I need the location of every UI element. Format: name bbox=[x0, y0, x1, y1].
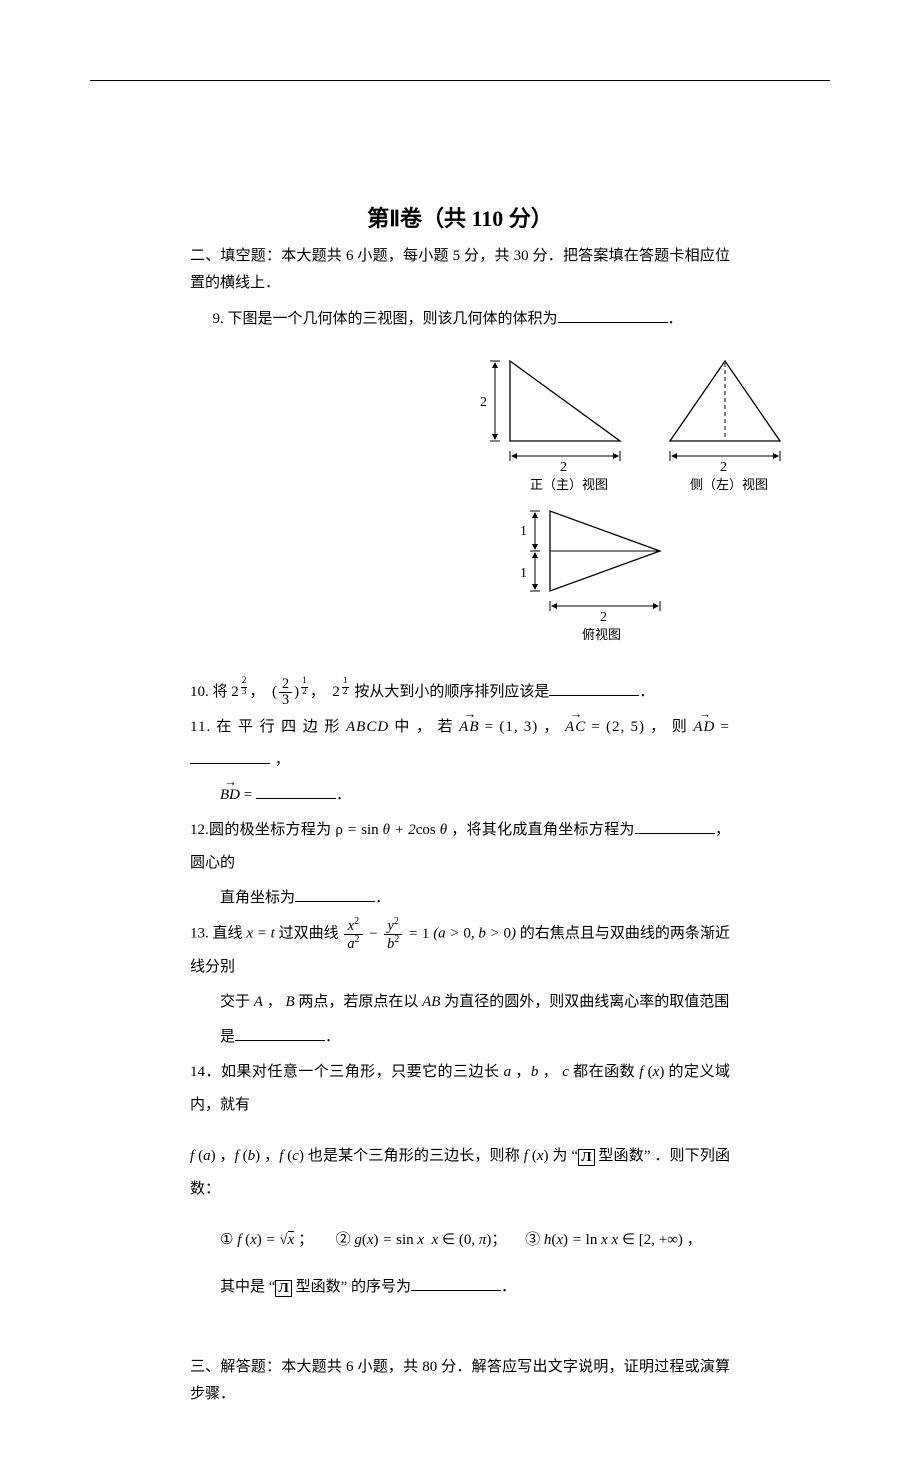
question-13: 13. 直线 x = t 过双曲线 x2a2 − y2b2 = 1 (a > 0… bbox=[190, 917, 730, 984]
q11-shape: ABCD bbox=[346, 719, 389, 735]
q14-label: 14． bbox=[190, 1064, 221, 1080]
q9-top-svg: 1 1 2 俯视图 bbox=[500, 496, 700, 656]
vec-BD: BD bbox=[220, 779, 240, 812]
q13-line-eq: x = t bbox=[246, 926, 274, 942]
front-caption: 正（主）视图 bbox=[530, 477, 608, 492]
q10-expr3: 212 bbox=[332, 684, 350, 700]
pi-box-1: Л bbox=[578, 1149, 594, 1166]
pi-box-2: Л bbox=[275, 1280, 291, 1297]
q9-figure: 2 2 正（主）视图 2 侧（左）视图 bbox=[470, 346, 730, 656]
question-9: 9. 下图是一个几何体的三视图，则该几何体的体积为 ． bbox=[190, 303, 730, 336]
question-12: 12.圆的极坐标方程为 ρ = sin θ + 2cos θ ，将其化成直角坐标… bbox=[190, 814, 730, 880]
q13-blank bbox=[235, 1025, 325, 1041]
question-13-line2: 交于 A ， B 两点，若原点在以 AB 为直径的圆外，则双曲线离心率的取值范围 bbox=[190, 986, 730, 1019]
q9-front-side-svg: 2 2 正（主）视图 2 侧（左）视图 bbox=[470, 346, 800, 496]
q10-expr2: (23)12 bbox=[272, 684, 310, 700]
q10-before: 将 bbox=[209, 684, 232, 700]
q9-text: 下图是一个几何体的三视图，则该几何体的体积为 bbox=[224, 311, 558, 327]
q11-blank2 bbox=[256, 783, 336, 799]
question-11-line2: BD = ． bbox=[190, 779, 730, 812]
svg-text:2: 2 bbox=[560, 460, 567, 475]
q10-sep2: ， bbox=[310, 684, 325, 700]
side-caption: 侧（左）视图 bbox=[690, 477, 768, 492]
question-13-line3: 是． bbox=[190, 1021, 730, 1054]
q12-eq: ρ = sin θ + 2cos θ bbox=[335, 822, 447, 838]
q11-lead: 在 平 行 四 边 形 bbox=[211, 719, 346, 735]
question-12-line2: 直角坐标为． bbox=[190, 882, 730, 915]
vec-AB: AB bbox=[459, 711, 479, 744]
q11-label: 11. bbox=[190, 719, 211, 735]
q9-label: 9. bbox=[213, 311, 224, 327]
page-content: 第Ⅱ卷（共 110 分） 二、填空题：本大题共 6 小题，每小题 5 分，共 3… bbox=[90, 80, 830, 1474]
valAB: (1, 3) bbox=[499, 719, 538, 735]
svg-text:2: 2 bbox=[600, 610, 607, 625]
section-title: 第Ⅱ卷（共 110 分） bbox=[190, 201, 730, 233]
q10-label: 10. bbox=[190, 684, 209, 700]
q13-hyperbola: x2a2 − y2b2 = 1 bbox=[342, 926, 429, 942]
section3-instructions: 三、解答题：本大题共 6 小题，共 80 分．解答应写出文字说明，证明过程或演算… bbox=[190, 1354, 730, 1408]
q13-label: 13. bbox=[190, 926, 209, 942]
svg-text:1: 1 bbox=[520, 566, 527, 581]
q12-blank2 bbox=[295, 886, 375, 902]
top-caption: 俯视图 bbox=[582, 627, 621, 642]
valAC: (2, 5) bbox=[606, 719, 645, 735]
q13-cond: (a > 0, b > 0) bbox=[433, 926, 516, 942]
question-14-line2: f (a) ，f (b) ，f (c) 也是某个三角形的三边长，则称 f (x)… bbox=[190, 1140, 730, 1206]
q9-after: ． bbox=[668, 311, 683, 327]
q10-mid: 按从大到小的顺序排列应该是 bbox=[354, 684, 549, 700]
q12-label: 12. bbox=[190, 822, 209, 838]
svg-text:2: 2 bbox=[720, 460, 727, 475]
q11-blank1 bbox=[190, 748, 270, 764]
svg-text:2: 2 bbox=[480, 395, 487, 410]
question-14-line4: 其中是 “Л 型函数” 的序号为． bbox=[190, 1271, 730, 1304]
vec-AD: AD bbox=[693, 711, 715, 744]
svg-text:1: 1 bbox=[520, 524, 527, 539]
question-14: 14．如果对任意一个三角形，只要它的三边长 a ，b ， c 都在函数 f (x… bbox=[190, 1056, 730, 1122]
vec-AC: AC bbox=[565, 711, 586, 744]
q10-expr1: 223 bbox=[231, 684, 249, 700]
question-14-options: ① f (x) = √x ； ② g(x) = sin x x ∈ (0, π)… bbox=[190, 1224, 730, 1257]
question-11: 11. 在 平 行 四 边 形 ABCD 中 ， 若 AB = (1, 3) ，… bbox=[190, 711, 730, 777]
q10-sep1: ， bbox=[249, 684, 264, 700]
q12-blank1 bbox=[635, 818, 715, 834]
q14-blank bbox=[411, 1275, 501, 1291]
q11-mid1: 中 ， 若 bbox=[389, 719, 459, 735]
q9-blank bbox=[558, 307, 668, 323]
q10-after: ． bbox=[639, 684, 654, 700]
section2-instructions: 二、填空题：本大题共 6 小题，每小题 5 分，共 30 分．把答案填在答题卡相… bbox=[190, 243, 730, 297]
q10-blank bbox=[549, 680, 639, 696]
